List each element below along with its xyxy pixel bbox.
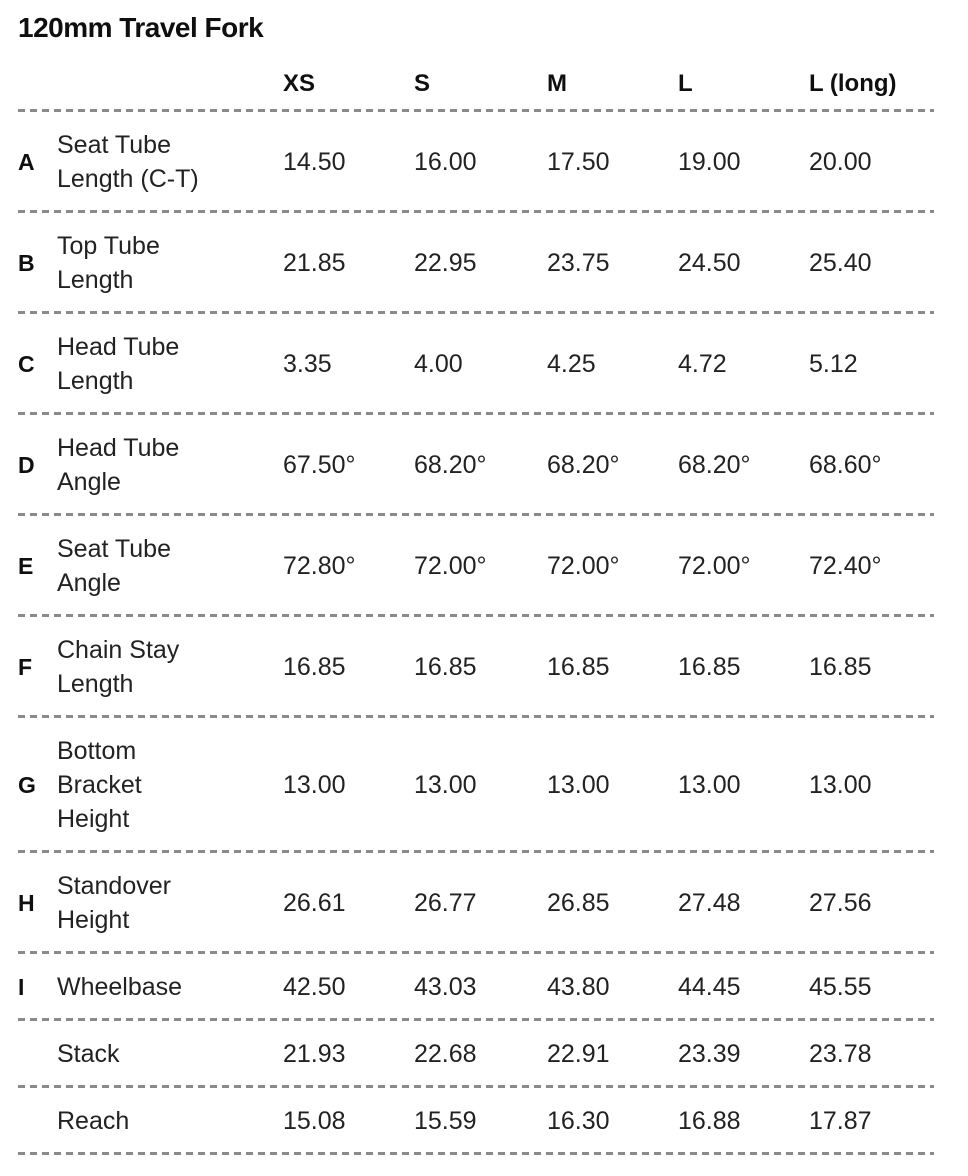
row-letter: D [18, 452, 35, 478]
table-row: F Chain Stay Length 16.85 16.85 16.85 16… [18, 617, 934, 718]
row-label: Head Tube Length [57, 333, 180, 395]
cell-value: 72.00° [547, 552, 620, 580]
table-row: B Top Tube Length 21.85 22.95 23.75 24.5… [18, 213, 934, 314]
cell-value: 21.85 [283, 249, 346, 277]
cell-value: 17.87 [809, 1107, 872, 1135]
row-label: Standover Height [57, 872, 171, 934]
cell-value: 43.80 [547, 973, 610, 1001]
cell-value: 13.00 [809, 771, 872, 799]
cell-value: 16.85 [678, 653, 741, 681]
cell-value: 68.20° [414, 451, 487, 479]
cell-value: 26.61 [283, 889, 346, 917]
cell-value: 13.00 [283, 771, 346, 799]
table-row: Stack 21.93 22.68 22.91 23.39 23.78 [18, 1021, 934, 1088]
cell-value: 4.00 [414, 350, 463, 378]
row-letter: C [18, 351, 35, 377]
row-label: Head Tube Angle [57, 434, 180, 496]
cell-value: 15.08 [283, 1107, 346, 1135]
cell-value: 45.55 [809, 973, 872, 1001]
cell-value: 16.88 [678, 1107, 741, 1135]
cell-value: 27.48 [678, 889, 741, 917]
cell-value: 68.20° [547, 451, 620, 479]
table-row: G Bottom Bracket Height 13.00 13.00 13.0… [18, 718, 934, 853]
cell-value: 16.00 [414, 148, 477, 176]
cell-value: 22.91 [547, 1040, 610, 1068]
cell-value: 22.95 [414, 249, 477, 277]
row-letter: B [18, 250, 35, 276]
cell-value: 42.50 [283, 973, 346, 1001]
row-letter: E [18, 553, 34, 579]
row-label: Reach [57, 1107, 130, 1135]
cell-value: 13.00 [678, 771, 741, 799]
cell-value: 44.45 [678, 973, 741, 1001]
cell-value: 26.77 [414, 889, 477, 917]
column-header-s: S [414, 70, 431, 97]
cell-value: 20.00 [809, 148, 872, 176]
row-letter: I [18, 974, 25, 1000]
cell-value: 23.75 [547, 249, 610, 277]
cell-value: 25.40 [809, 249, 872, 277]
table-row: Reach 15.08 15.59 16.30 16.88 17.87 [18, 1088, 934, 1155]
cell-value: 22.68 [414, 1040, 477, 1068]
table-row: A Seat Tube Length (C-T) 14.50 16.00 17.… [18, 112, 934, 213]
cell-value: 23.78 [809, 1040, 872, 1068]
column-header-llong: L (long) [809, 70, 897, 97]
cell-value: 5.12 [809, 350, 858, 378]
row-letter: A [18, 149, 35, 175]
row-label: Bottom Bracket Height [57, 737, 142, 833]
column-header-m: M [547, 70, 567, 97]
column-header-xs: XS [283, 70, 316, 97]
cell-value: 23.39 [678, 1040, 741, 1068]
row-label: Top Tube Length [57, 232, 160, 294]
cell-value: 43.03 [414, 973, 477, 1001]
table-body: A Seat Tube Length (C-T) 14.50 16.00 17.… [18, 112, 934, 1155]
geometry-table: XS S M L L (long) A Seat Tube Length (C-… [18, 46, 934, 1155]
table-row: E Seat Tube Angle 72.80° 72.00° 72.00° 7… [18, 516, 934, 617]
cell-value: 24.50 [678, 249, 741, 277]
cell-value: 3.35 [283, 350, 332, 378]
cell-value: 72.00° [414, 552, 487, 580]
row-label: Chain Stay Length [57, 636, 180, 698]
cell-value: 68.60° [809, 451, 882, 479]
row-letter: F [18, 654, 33, 680]
row-label: Seat Tube Angle [57, 535, 171, 597]
cell-value: 72.00° [678, 552, 751, 580]
cell-value: 72.80° [283, 552, 356, 580]
column-header-l: L [678, 70, 693, 97]
cell-value: 16.30 [547, 1107, 610, 1135]
cell-value: 16.85 [283, 653, 346, 681]
table-row: I Wheelbase 42.50 43.03 43.80 44.45 45.5… [18, 954, 934, 1021]
cell-value: 16.85 [547, 653, 610, 681]
table-header-row: XS S M L L (long) [18, 46, 934, 112]
row-letter: G [18, 772, 36, 798]
cell-value: 67.50° [283, 451, 356, 479]
cell-value: 26.85 [547, 889, 610, 917]
cell-value: 15.59 [414, 1107, 477, 1135]
cell-value: 13.00 [414, 771, 477, 799]
cell-value: 17.50 [547, 148, 610, 176]
cell-value: 16.85 [414, 653, 477, 681]
cell-value: 68.20° [678, 451, 751, 479]
cell-value: 16.85 [809, 653, 872, 681]
table-row: H Standover Height 26.61 26.77 26.85 27.… [18, 853, 934, 954]
cell-value: 4.25 [547, 350, 596, 378]
row-label: Seat Tube Length (C-T) [57, 131, 199, 193]
table-row: D Head Tube Angle 67.50° 68.20° 68.20° 6… [18, 415, 934, 516]
page-title: 120mm Travel Fork [18, 12, 264, 43]
table-row: C Head Tube Length 3.35 4.00 4.25 4.72 5… [18, 314, 934, 415]
row-letter: H [18, 890, 35, 916]
row-label: Stack [57, 1040, 120, 1068]
cell-value: 21.93 [283, 1040, 346, 1068]
page: 120mm Travel Fork XS S M L L (long) A Se… [18, 12, 934, 1155]
cell-value: 4.72 [678, 350, 727, 378]
cell-value: 13.00 [547, 771, 610, 799]
cell-value: 72.40° [809, 552, 882, 580]
cell-value: 27.56 [809, 889, 872, 917]
cell-value: 19.00 [678, 148, 741, 176]
row-label: Wheelbase [57, 973, 183, 1001]
cell-value: 14.50 [283, 148, 346, 176]
